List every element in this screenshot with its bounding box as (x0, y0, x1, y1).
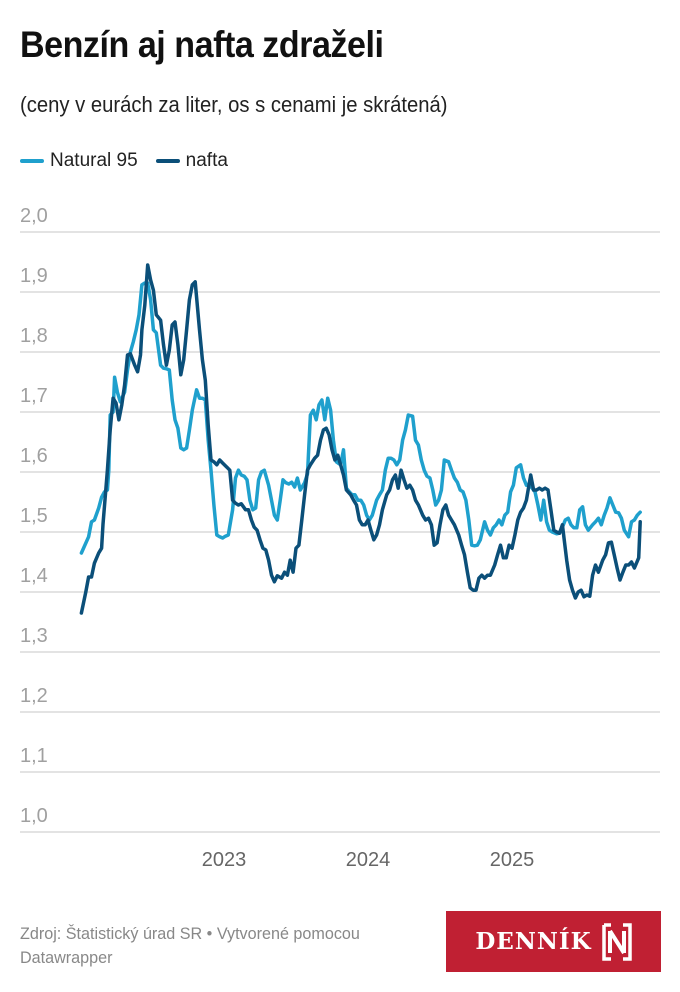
chart-title: Benzín aj nafta zdraželi (20, 24, 384, 65)
legend-item-natural-95: Natural 95 (20, 150, 138, 172)
y-tick-label: 1,9 (20, 265, 48, 287)
legend-label-natural-95: Natural 95 (50, 150, 138, 171)
legend-swatch-natural-95 (20, 159, 44, 163)
x-tick-label: 2025 (490, 849, 535, 871)
chart-subtitle: (ceny v eurách za liter, os s cenami je … (20, 92, 448, 117)
y-tick-label: 1,6 (20, 445, 48, 467)
y-tick-label: 1,4 (20, 565, 48, 587)
series-line-natural-95 (79, 281, 642, 555)
line-chart: 2,0 1,9 1,8 1,7 1,6 1,5 1,4 1,3 1,2 1,1 1,0 2023 202… (20, 205, 660, 871)
source-note: Zdroj: Štatistický úrad SR • Vytvorené p… (20, 924, 360, 967)
x-tick-label: 2023 (202, 849, 247, 871)
y-tick-label: 1,7 (20, 385, 48, 407)
legend: Natural 95 nafta (20, 150, 246, 172)
y-tick-label: 1,3 (20, 625, 48, 647)
legend-item-nafta: nafta (155, 150, 228, 172)
y-tick-label: 2,0 (20, 205, 48, 227)
legend-swatch-nafta (155, 159, 180, 163)
denník-n-logo[interactable]: DENNÍK (446, 911, 661, 972)
denník-n-logo-icon (601, 922, 632, 961)
legend-label-nafta: nafta (185, 150, 228, 171)
series-line-nafta (79, 263, 642, 615)
x-tick-label: 2024 (346, 849, 391, 871)
y-tick-label: 1,1 (20, 745, 48, 767)
y-tick-label: 1,5 (20, 505, 48, 527)
y-tick-label: 1,0 (20, 805, 48, 827)
y-tick-label: 1,8 (20, 325, 48, 347)
y-tick-label: 1,2 (20, 685, 48, 707)
logo-text: DENNÍK (475, 928, 592, 955)
